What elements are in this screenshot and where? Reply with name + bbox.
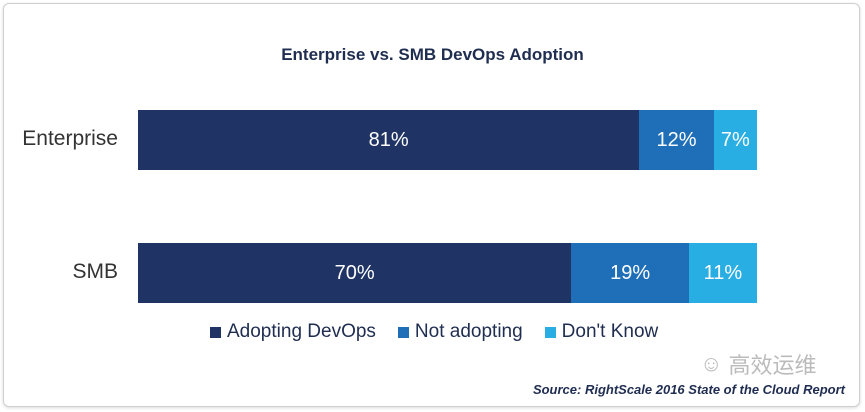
legend-swatch	[397, 326, 409, 338]
bar-segment: 11%	[688, 243, 757, 303]
legend: Adopting DevOps Not adopting Don't Know	[210, 321, 658, 343]
category-label: SMB	[72, 260, 118, 283]
bar-segment: 81%	[138, 110, 640, 170]
bar-segment: 7%	[713, 110, 757, 170]
bar-segment: 70%	[138, 243, 572, 303]
legend-label: Not adopting	[414, 321, 523, 342]
bar-segment: 12%	[639, 110, 714, 170]
watermark: ☺ 高效运维	[700, 348, 816, 380]
legend-item: Not adopting	[397, 321, 523, 343]
category-label: Enterprise	[22, 127, 118, 150]
legend-label: Don't Know	[561, 321, 659, 342]
watermark-text: 高效运维	[728, 353, 817, 378]
legend-item: Don't Know	[544, 321, 659, 343]
bar-segment: 19%	[571, 243, 689, 303]
legend-item: Adopting DevOps	[210, 321, 376, 343]
chart-card	[3, 3, 860, 407]
legend-label: Adopting DevOps	[227, 321, 376, 342]
chart-title: Enterprise vs. SMB DevOps Adoption	[281, 45, 584, 64]
legend-swatch	[544, 326, 556, 338]
legend-swatch	[210, 326, 221, 338]
source-note: Source: RightScale 2016 State of the Clo…	[532, 382, 845, 397]
wechat-icon: ☺	[700, 351, 723, 376]
